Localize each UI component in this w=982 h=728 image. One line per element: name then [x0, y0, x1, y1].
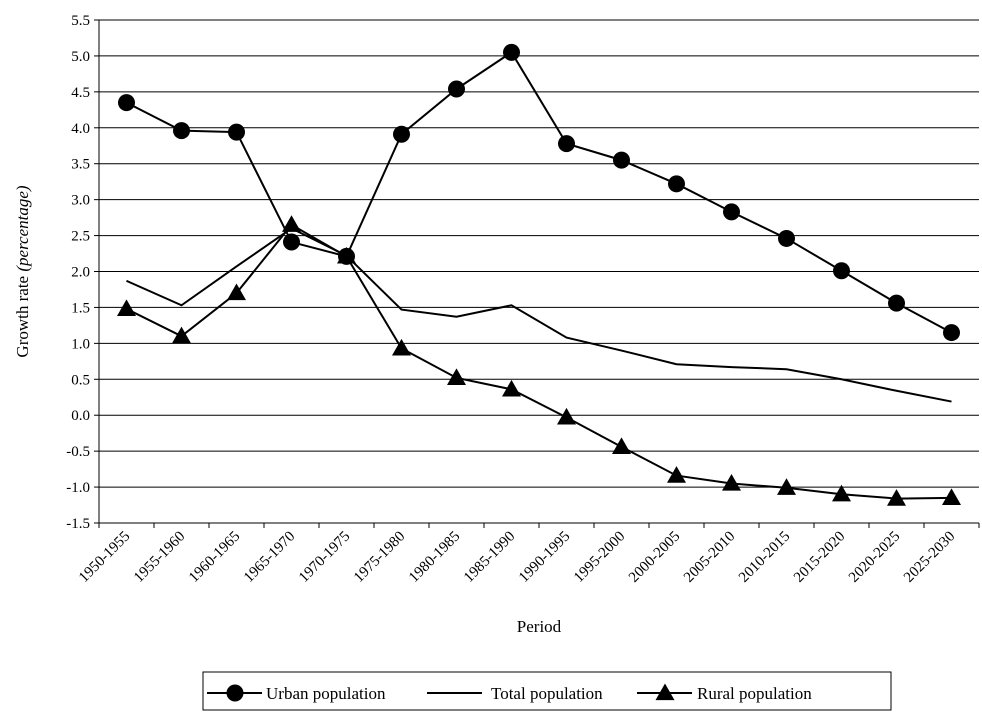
y-tick-label: 0.5: [71, 372, 90, 388]
x-tick-label: 1980-1985: [406, 529, 463, 586]
rural-population-point: [227, 283, 246, 301]
axes: [94, 19, 980, 528]
x-axis-title: Period: [517, 617, 562, 636]
legend-label-total-population: Total population: [491, 684, 603, 703]
x-tick-label: 2010-2015: [736, 529, 793, 586]
y-tick-label: 3.0: [71, 193, 90, 209]
y-tick-label: 4.0: [71, 121, 90, 137]
urban-population-point: [613, 151, 630, 169]
rural-population-point: [612, 437, 631, 454]
y-tick-label: 0.0: [71, 408, 90, 424]
y-tick-label: 5.5: [71, 13, 90, 29]
urban-population-point: [173, 122, 190, 140]
urban-population-point: [943, 324, 960, 342]
x-tick-label: 1975-1980: [351, 529, 408, 586]
urban-population-line: [126, 50, 952, 334]
rural-population-point: [502, 379, 521, 397]
urban-population-point: [448, 80, 465, 98]
urban-population-point: [228, 123, 245, 141]
y-tick-label: 3.5: [71, 157, 90, 173]
rural-population-point: [282, 215, 301, 232]
y-tick-label: 2.0: [71, 265, 90, 281]
x-tick-label: 1960-1965: [186, 529, 243, 586]
rural-population-point: [667, 466, 686, 483]
legend: Urban population Total population Rural po…: [202, 671, 892, 711]
y-tick-labels: 5.5 5.0 4.5 4.0 3.5 3.0 2.5 2.0 1.5 1.0 0.5 0.0 -0.5…: [66, 13, 90, 532]
series-markers: [117, 43, 961, 506]
rural-population-point: [117, 299, 136, 316]
urban-population-point: [723, 203, 740, 221]
rural-population-point: [447, 368, 466, 385]
urban-population-point: [558, 135, 575, 153]
y-tick-label: 4.5: [71, 85, 90, 101]
rural-population-point: [722, 473, 741, 491]
urban-population-point: [118, 94, 135, 112]
y-tick-label: -1.0: [66, 480, 90, 496]
x-tick-label: 2020-2025: [846, 529, 903, 586]
rural-population-point: [942, 488, 961, 505]
urban-population-point: [283, 233, 300, 251]
rural-population-point: [777, 478, 796, 495]
y-axis-title: Growth rate (percentage): [13, 185, 32, 357]
rural-population-point: [832, 484, 851, 502]
x-tick-label: 2005-2010: [681, 529, 738, 586]
x-tick-label: 1995-2000: [571, 529, 628, 586]
urban-population-point: [503, 43, 520, 61]
urban-population-point: [393, 125, 410, 143]
y-axis-title-main: Growth rate: [13, 272, 32, 358]
urban-population-point: [778, 229, 795, 247]
series-lines: [126, 50, 952, 500]
x-tick-label: 1985-1990: [461, 529, 518, 586]
rural-population-point: [887, 489, 906, 506]
x-tick-labels: 1950-19551955-19601960-19651965-19701970…: [76, 529, 958, 586]
y-axis-title-italic: (percentage): [13, 185, 32, 272]
rural-population-line: [126, 223, 952, 500]
x-tick-label: 1955-1960: [131, 529, 188, 586]
total-population-line: [126, 227, 952, 403]
x-tick-label: 2025-2030: [901, 529, 958, 586]
y-tick-label: 2.5: [71, 229, 90, 245]
rural-population-point: [337, 246, 356, 264]
x-tick-label: 2000-2005: [626, 529, 683, 586]
x-tick-label: 1950-1955: [76, 529, 133, 586]
y-tick-label: 5.0: [71, 49, 90, 65]
y-tick-label: -1.5: [66, 516, 90, 532]
urban-population-point: [668, 175, 685, 193]
legend-label-urban-population: Urban population: [266, 684, 386, 703]
urban-population-point: [833, 262, 850, 280]
rural-population-point: [557, 407, 576, 425]
x-tick-label: 1990-1995: [516, 529, 573, 586]
legend-box: [202, 671, 892, 711]
rural-population-point: [392, 338, 411, 356]
y-tick-label: 1.0: [71, 336, 90, 352]
x-tick-label: 2015-2020: [791, 529, 848, 586]
gridlines: [99, 19, 979, 524]
y-tick-label: -0.5: [66, 444, 90, 460]
rural-population-point: [172, 326, 191, 344]
urban-population-point: [888, 294, 905, 312]
x-tick-label: 1970-1975: [296, 529, 353, 586]
legend-label-rural-population: Rural population: [697, 684, 812, 703]
legend-marker-rural-population: [655, 683, 675, 701]
y-tick-label: 1.5: [71, 300, 90, 316]
legend-marker-urban-population: [226, 684, 244, 702]
x-tick-label: 1965-1970: [241, 529, 298, 586]
